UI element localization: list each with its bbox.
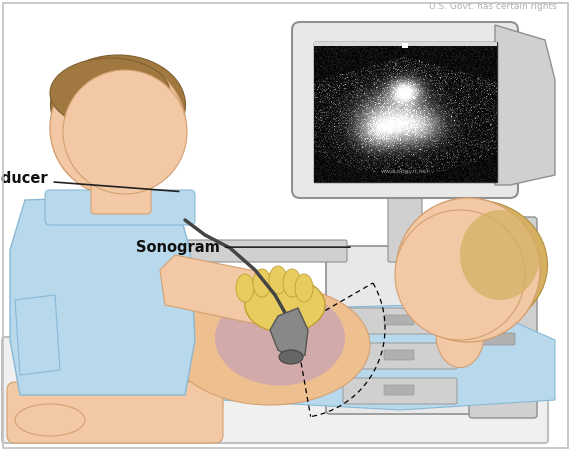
Ellipse shape	[236, 274, 254, 302]
FancyBboxPatch shape	[478, 311, 515, 323]
Polygon shape	[190, 305, 555, 410]
FancyBboxPatch shape	[478, 333, 515, 345]
Ellipse shape	[15, 404, 85, 436]
Ellipse shape	[50, 58, 170, 128]
Circle shape	[50, 60, 186, 196]
Polygon shape	[495, 25, 555, 185]
Ellipse shape	[170, 285, 370, 405]
Ellipse shape	[283, 269, 301, 297]
FancyBboxPatch shape	[178, 240, 347, 262]
Text: Transducer: Transducer	[0, 170, 179, 192]
Ellipse shape	[245, 277, 325, 332]
Text: www.obgyn.net: www.obgyn.net	[381, 169, 429, 174]
Ellipse shape	[130, 308, 510, 402]
Ellipse shape	[460, 210, 540, 300]
Text: Sonogram: Sonogram	[136, 239, 350, 255]
FancyBboxPatch shape	[384, 315, 414, 325]
Polygon shape	[15, 295, 60, 375]
Circle shape	[482, 270, 492, 280]
FancyBboxPatch shape	[384, 385, 414, 395]
Circle shape	[396, 198, 540, 342]
Circle shape	[63, 70, 187, 194]
FancyBboxPatch shape	[45, 190, 195, 225]
Ellipse shape	[403, 200, 548, 330]
Polygon shape	[160, 255, 310, 330]
FancyBboxPatch shape	[343, 378, 457, 404]
Ellipse shape	[50, 55, 186, 155]
FancyBboxPatch shape	[469, 217, 537, 418]
FancyBboxPatch shape	[388, 168, 422, 262]
Ellipse shape	[295, 274, 313, 302]
FancyBboxPatch shape	[343, 343, 457, 369]
FancyBboxPatch shape	[292, 22, 518, 198]
FancyBboxPatch shape	[326, 246, 489, 414]
Ellipse shape	[436, 303, 484, 368]
Polygon shape	[10, 195, 195, 395]
Polygon shape	[270, 308, 308, 360]
FancyBboxPatch shape	[2, 337, 548, 443]
Ellipse shape	[215, 290, 345, 386]
FancyBboxPatch shape	[478, 289, 515, 301]
FancyBboxPatch shape	[314, 42, 497, 182]
Circle shape	[395, 210, 525, 340]
Ellipse shape	[279, 350, 303, 364]
Ellipse shape	[269, 266, 287, 294]
FancyBboxPatch shape	[91, 184, 151, 214]
Ellipse shape	[253, 269, 271, 297]
Text: © 2009 Terese Winslow
U.S. Govt. has certain rights: © 2009 Terese Winslow U.S. Govt. has cer…	[429, 0, 557, 11]
FancyBboxPatch shape	[7, 382, 223, 443]
FancyBboxPatch shape	[343, 308, 457, 334]
FancyBboxPatch shape	[384, 350, 414, 360]
